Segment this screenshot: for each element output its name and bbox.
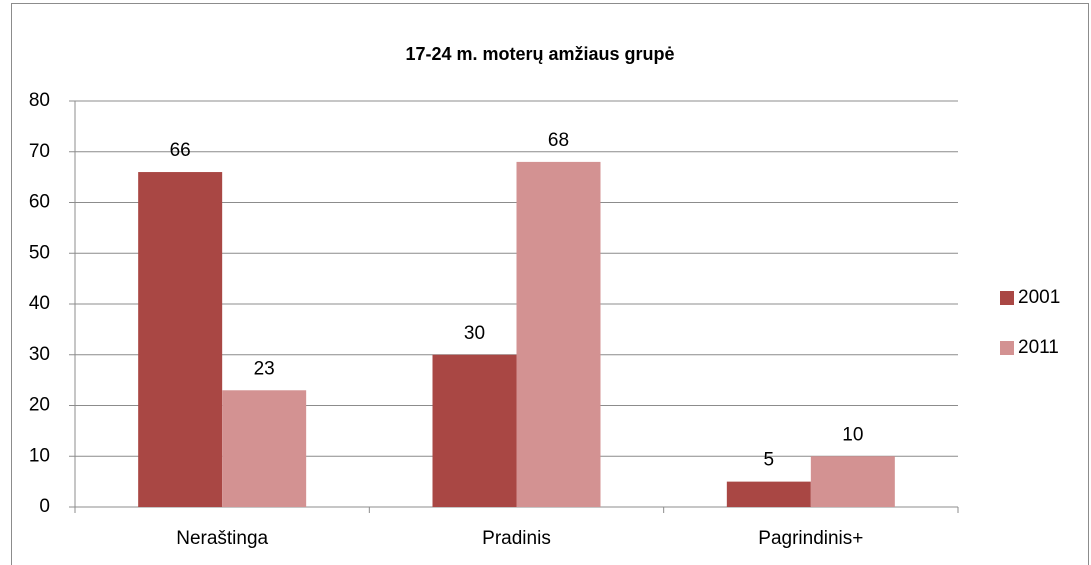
x-tick-label: Neraštinga — [176, 528, 268, 549]
data-label: 30 — [464, 323, 485, 344]
data-label: 66 — [170, 140, 191, 161]
legend-label: 2011 — [1018, 337, 1059, 358]
legend-label: 2001 — [1018, 287, 1060, 308]
y-tick-label: 30 — [29, 344, 50, 365]
y-tick-label: 20 — [29, 395, 50, 416]
legend-swatch — [1000, 291, 1014, 305]
y-tick-label: 50 — [29, 242, 50, 263]
data-label: 23 — [254, 358, 275, 379]
data-label: 5 — [764, 450, 775, 471]
y-tick-label: 10 — [29, 445, 50, 466]
bar — [222, 390, 307, 507]
data-label: 10 — [842, 424, 863, 445]
y-tick-label: 40 — [29, 293, 50, 314]
data-label: 68 — [548, 130, 569, 151]
bar — [432, 354, 517, 507]
y-tick-label: 0 — [39, 496, 50, 517]
y-tick-label: 60 — [29, 192, 50, 213]
y-tick-label: 70 — [29, 141, 50, 162]
bar — [726, 481, 811, 507]
bar — [138, 172, 223, 508]
chart-title: 17-24 m. moterų amžiaus grupė — [405, 44, 674, 64]
x-tick-label: Pagrindinis+ — [758, 528, 863, 549]
y-tick-label: 80 — [29, 90, 50, 111]
legend-swatch — [1000, 341, 1014, 355]
x-tick-label: Pradinis — [482, 528, 551, 549]
bar — [810, 456, 895, 507]
bar — [516, 161, 601, 507]
